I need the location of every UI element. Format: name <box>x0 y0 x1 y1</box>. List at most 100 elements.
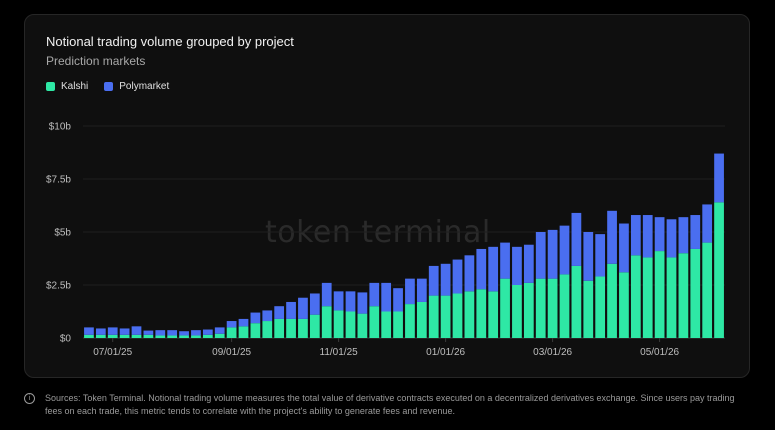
bar-polymarket <box>321 282 332 307</box>
bar-polymarket <box>619 223 629 273</box>
bar-kalshi <box>167 335 178 338</box>
bar-polymarket <box>95 328 106 335</box>
bar-kalshi <box>666 257 677 338</box>
x-tick-label: 07/01/25 <box>93 347 132 358</box>
bar-polymarket <box>309 293 320 315</box>
bar-kalshi <box>619 272 629 338</box>
bar-kalshi <box>119 334 130 338</box>
bar-polymarket <box>523 244 534 283</box>
bar-kalshi <box>405 304 415 338</box>
bar-kalshi <box>630 255 641 338</box>
y-tick-label: $5b <box>54 228 71 239</box>
bar-kalshi <box>607 263 617 338</box>
bar-kalshi <box>214 333 225 338</box>
bar-kalshi <box>571 265 582 338</box>
info-icon: i <box>24 393 35 404</box>
bar-kalshi <box>428 295 439 338</box>
bar-polymarket <box>547 229 558 279</box>
bar-kalshi <box>84 334 94 338</box>
bar-kalshi <box>179 335 189 338</box>
bar-polymarket <box>214 327 225 334</box>
bar-polymarket <box>238 318 249 327</box>
bar-kalshi <box>595 276 606 338</box>
x-tick-label: 01/01/26 <box>426 347 465 358</box>
bar-kalshi <box>202 334 213 338</box>
legend-swatch-kalshi <box>46 82 55 91</box>
bar-kalshi <box>298 318 308 338</box>
bar-chart: $0 $2.5b $5b $7.5b $10b 07/01/25 09/01/25 11/01… <box>46 122 725 358</box>
bar-polymarket <box>262 310 273 322</box>
bar-kalshi <box>369 306 380 338</box>
chart-card: Notional trading volume grouped by proje… <box>24 14 750 378</box>
bar-kalshi <box>381 311 392 338</box>
bar-kalshi <box>452 293 463 338</box>
bar-polymarket <box>369 282 380 307</box>
bar-kalshi <box>583 280 594 338</box>
bar-polymarket <box>595 234 606 277</box>
bar-polymarket <box>416 278 427 302</box>
bar-kalshi <box>488 291 499 338</box>
bar-kalshi <box>286 318 296 338</box>
bar-polymarket <box>678 217 689 254</box>
bar-kalshi <box>512 285 522 338</box>
chart-title: Notional trading volume grouped by proje… <box>46 34 294 49</box>
legend-item-kalshi[interactable]: Kalshi <box>46 81 88 92</box>
bar-polymarket <box>464 255 475 292</box>
bar-kalshi <box>107 334 118 338</box>
bar-kalshi <box>155 335 166 338</box>
bar-kalshi <box>440 295 451 338</box>
x-tick-label: 11/01/25 <box>320 347 359 358</box>
bar-polymarket <box>630 215 641 256</box>
bar-polymarket <box>607 210 617 264</box>
bar-polymarket <box>476 248 487 290</box>
y-tick-label: $0 <box>60 334 72 345</box>
bar-kalshi <box>309 314 320 338</box>
bar-polymarket <box>191 330 201 336</box>
bar-kalshi <box>143 334 154 338</box>
bar-kalshi <box>262 321 273 338</box>
bar-polymarket <box>274 306 285 319</box>
y-tick-label: $2.5b <box>46 281 71 292</box>
bar-polymarket <box>512 246 522 285</box>
bar-polymarket <box>167 330 178 336</box>
bar-polymarket <box>345 291 356 312</box>
bar-kalshi <box>250 323 261 338</box>
bar-kalshi <box>131 334 142 338</box>
bar-polymarket <box>298 297 308 319</box>
bar-kalshi <box>500 278 510 338</box>
bar-kalshi <box>333 310 344 338</box>
bar-kalshi <box>690 248 701 338</box>
bar-polymarket <box>84 327 94 335</box>
bar-kalshi <box>547 278 558 338</box>
chart-legend: Kalshi Polymarket <box>46 81 169 92</box>
bar-polymarket <box>155 330 166 336</box>
bar-kalshi <box>523 282 534 338</box>
bar-polymarket <box>500 242 510 279</box>
bar-polymarket <box>119 328 130 335</box>
bar-polymarket <box>642 215 653 258</box>
bar-kalshi <box>559 274 570 338</box>
bar-polymarket <box>488 246 499 292</box>
bar-polymarket <box>357 292 368 314</box>
x-tick-label: 03/01/26 <box>533 347 572 358</box>
bar-kalshi <box>95 334 106 338</box>
legend-label-polymarket: Polymarket <box>119 81 170 92</box>
bar-polymarket <box>428 265 439 296</box>
bar-kalshi <box>321 306 332 338</box>
bar-polymarket <box>702 204 713 243</box>
legend-item-polymarket[interactable]: Polymarket <box>104 81 169 92</box>
bar-polymarket <box>333 291 344 311</box>
bar-polymarket <box>381 282 392 312</box>
bar-kalshi <box>464 291 475 338</box>
bar-kalshi <box>274 318 285 338</box>
footer-text: Sources: Token Terminal. Notional tradin… <box>45 393 735 416</box>
bar-kalshi <box>702 242 713 338</box>
bar-polymarket <box>143 330 154 335</box>
legend-label-kalshi: Kalshi <box>61 81 89 92</box>
bar-polymarket <box>571 212 582 266</box>
bar-polymarket <box>440 263 451 296</box>
bar-polymarket <box>393 288 403 312</box>
bar-polymarket <box>250 312 261 324</box>
y-tick-label: $7.5b <box>46 175 71 186</box>
bar-kalshi <box>393 311 403 338</box>
